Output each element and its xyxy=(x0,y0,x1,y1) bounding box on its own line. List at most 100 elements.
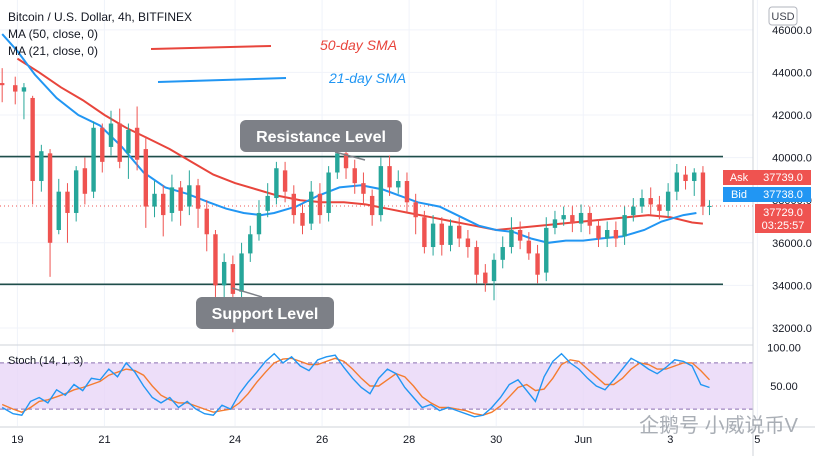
candle-body-up xyxy=(248,234,253,254)
time-tick-label: 5 xyxy=(754,434,760,446)
candle-body-down xyxy=(587,212,592,226)
last-price-box xyxy=(755,204,811,233)
time-tick-label: 19 xyxy=(11,434,23,446)
candle-body-up xyxy=(639,198,645,207)
candle-body-up xyxy=(552,219,558,228)
candle-body-down xyxy=(143,149,149,207)
sma50-line xyxy=(16,57,704,232)
candle-body-down xyxy=(517,230,523,241)
candle-body-down xyxy=(343,153,349,169)
candle-body-up xyxy=(265,195,270,211)
ask-price-box xyxy=(755,170,811,185)
candle-body-up xyxy=(152,193,157,207)
bar-countdown: 03:25:57 xyxy=(762,220,805,232)
stoch-k-line xyxy=(1,352,710,418)
bid-tag-label: Bid xyxy=(731,189,747,201)
stoch-legend: Stoch (14, 1, 3) xyxy=(8,355,83,367)
candle-body-down xyxy=(47,153,53,243)
candle-body-down xyxy=(230,264,236,294)
time-tick-label: 3 xyxy=(667,434,673,446)
candle-body-up xyxy=(674,172,680,192)
candle-body-up xyxy=(126,129,131,154)
support-callout-pointer xyxy=(231,287,263,298)
sma21-annotation-line xyxy=(157,77,287,83)
candle-body-up xyxy=(108,123,114,147)
currency-label: USD xyxy=(771,11,794,23)
resistance-callout-label: Resistance Level xyxy=(256,129,386,146)
candle-body-up xyxy=(221,261,227,286)
candle-body-down xyxy=(648,198,653,205)
candle-body-up xyxy=(239,253,244,292)
resistance-callout-pointer xyxy=(334,151,366,161)
candle-body-up xyxy=(274,168,279,199)
stoch-tick-label: 50.00 xyxy=(770,381,798,393)
currency-badge[interactable] xyxy=(768,6,798,26)
last-price-value: 37729.0 xyxy=(763,207,803,219)
price-tick-label: 32000.0 xyxy=(772,323,812,335)
candle-body-down xyxy=(100,127,105,162)
candle-body-up xyxy=(73,170,79,213)
candle-body-up xyxy=(500,247,505,260)
chart-title: Bitcoin / U.S. Dollar, 4h, BITFINEX xyxy=(8,10,192,24)
candle-body-down xyxy=(0,83,5,86)
candle-body-down xyxy=(404,181,410,203)
candle-body-up xyxy=(326,172,331,213)
stoch-layer xyxy=(1,352,711,418)
candle-body-up xyxy=(544,227,549,273)
sma50-annotation-line xyxy=(150,45,272,50)
candle-body-up xyxy=(56,191,61,230)
candle-body-down xyxy=(456,225,462,239)
price-tick-label: 44000.0 xyxy=(772,67,812,79)
time-axis[interactable]: 19 21 24 26 28 30 Jun 3 5 xyxy=(11,434,760,446)
stoch-tick-label: 100.00 xyxy=(767,343,801,355)
candle-body-down xyxy=(526,240,532,254)
bid-price-box xyxy=(755,187,811,202)
candle-body-up xyxy=(39,151,44,182)
candle-body-down xyxy=(204,208,209,235)
candle-body-up xyxy=(430,223,436,248)
candle-body-up xyxy=(491,259,497,282)
candle-body-down xyxy=(369,195,375,216)
resistance-callout-box xyxy=(240,120,402,152)
candle-body-down xyxy=(657,204,662,211)
ask-price-value: 37739.0 xyxy=(763,172,803,184)
candle-body-down xyxy=(361,183,366,194)
candle-body-up xyxy=(622,215,627,237)
candle-body-up xyxy=(509,230,514,248)
candle-body-down xyxy=(439,223,444,245)
price-tick-label: 34000.0 xyxy=(772,280,812,292)
time-tick-label: 30 xyxy=(490,434,502,446)
candle-body-down xyxy=(213,234,218,286)
bid-tag xyxy=(723,187,755,202)
candle-body-up xyxy=(561,215,566,220)
candle-body-down xyxy=(178,187,183,211)
candle-body-up xyxy=(707,205,712,207)
candle-body-down xyxy=(596,225,601,239)
support-callout-label: Support Level xyxy=(212,306,319,323)
candle-body-down xyxy=(422,217,427,248)
bid-price-value: 37738.0 xyxy=(763,189,803,201)
candle-body-up xyxy=(91,127,96,192)
candle-body-down xyxy=(13,85,18,92)
candle-body-up xyxy=(578,212,584,224)
price-tick-label: 40000.0 xyxy=(772,153,812,165)
candle-body-up xyxy=(21,87,27,92)
candle-body-down xyxy=(535,253,540,275)
candle-body-up xyxy=(256,212,262,235)
candle-body-down xyxy=(282,170,288,192)
candle-body-down xyxy=(465,238,471,248)
candle-body-down xyxy=(291,193,297,216)
candle-body-down xyxy=(30,97,35,182)
candle-layer xyxy=(0,68,712,333)
candle-body-up xyxy=(335,153,340,173)
candle-body-down xyxy=(413,202,418,218)
candle-body-down xyxy=(570,215,575,224)
ma21-legend: MA (21, close, 0) xyxy=(8,44,98,58)
time-tick-label: Jun xyxy=(574,434,592,446)
time-tick-label: 24 xyxy=(229,434,241,446)
candle-body-up xyxy=(396,181,401,188)
candle-body-down xyxy=(387,166,392,188)
stoch-axis[interactable]: 100.00 50.00 xyxy=(767,343,801,393)
